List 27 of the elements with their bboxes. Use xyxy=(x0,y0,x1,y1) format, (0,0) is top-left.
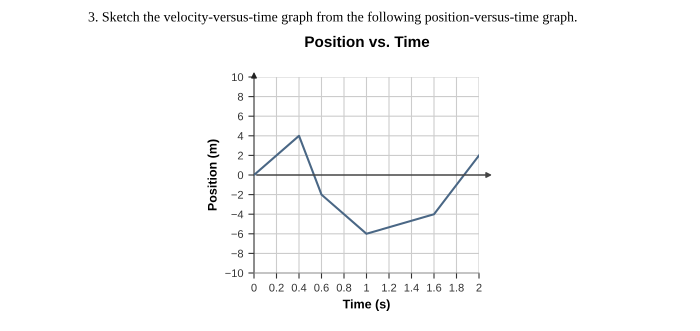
x-tick-label: 2 xyxy=(476,284,482,292)
x-tick-label: 1 xyxy=(364,284,370,292)
y-tick-label: −2 xyxy=(231,190,244,199)
chart-title: Position vs. Time xyxy=(305,36,430,48)
y-tick-label: −4 xyxy=(231,210,244,218)
text: 3. Sketch the velocity-versus-time graph from the following position-versus-time graph. xyxy=(88,12,577,24)
y-axis-title: Position (m) xyxy=(208,140,220,210)
line-series xyxy=(254,134,479,235)
x-tick-label: 0.2 xyxy=(269,284,284,292)
x-tick-label: 1.6 xyxy=(427,284,442,292)
x-tick-label: 0 xyxy=(251,284,257,292)
x-tick-label: 0.8 xyxy=(336,284,352,292)
x-tick-label: 0.6 xyxy=(314,284,329,292)
y-tick-label: 0 xyxy=(238,171,244,180)
y-tick-label: 6 xyxy=(238,112,244,120)
x-axis-title: Time (s) xyxy=(342,299,390,311)
x-tick-label: 0.4 xyxy=(292,284,306,292)
y-tick-label: −10 xyxy=(225,269,244,278)
y-tick-label: 10 xyxy=(232,73,244,82)
y-tick-label: −6 xyxy=(231,230,244,238)
x-tick-label: 1.2 xyxy=(382,284,396,292)
y-tick-label: −8 xyxy=(231,250,244,258)
y-tick-label: 8 xyxy=(238,92,244,101)
y-tick-label: 2 xyxy=(238,152,244,160)
x-tick-label: 1.4 xyxy=(404,284,419,292)
x-tick-label: 1.8 xyxy=(450,284,464,292)
y-tick-label: 4 xyxy=(238,132,244,140)
